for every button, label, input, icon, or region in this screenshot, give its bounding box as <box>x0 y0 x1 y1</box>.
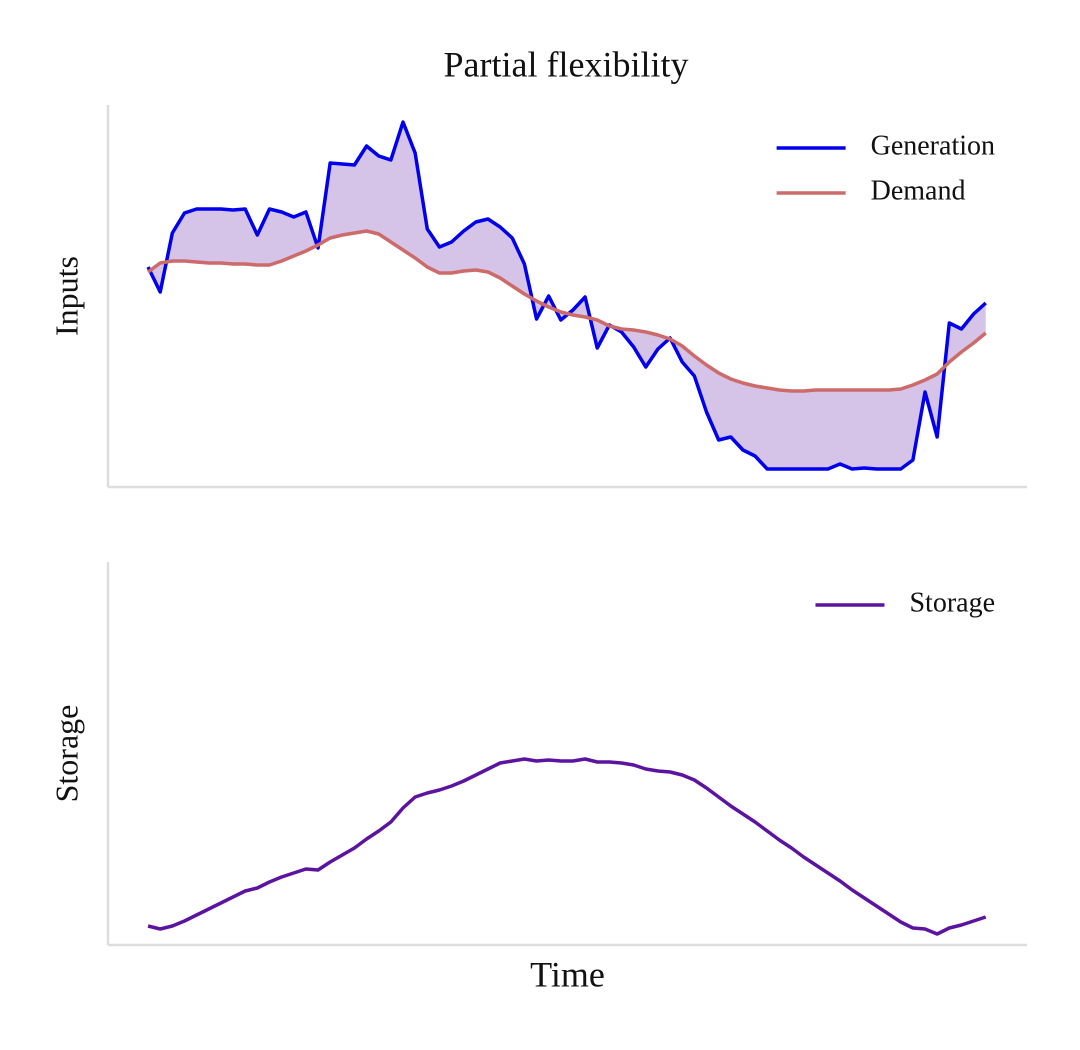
legend-label: Storage <box>909 587 995 618</box>
data-line <box>147 757 987 936</box>
fill-between <box>148 122 986 469</box>
legend-label: Demand <box>871 175 966 206</box>
chart-title: Partial flexibility <box>444 44 689 84</box>
y-axis-label: Storage <box>48 705 84 803</box>
legend-label: Generation <box>871 130 995 161</box>
y-axis-label: Inputs <box>48 256 84 336</box>
data-line <box>147 229 987 393</box>
x-axis-label: Time <box>530 954 605 994</box>
